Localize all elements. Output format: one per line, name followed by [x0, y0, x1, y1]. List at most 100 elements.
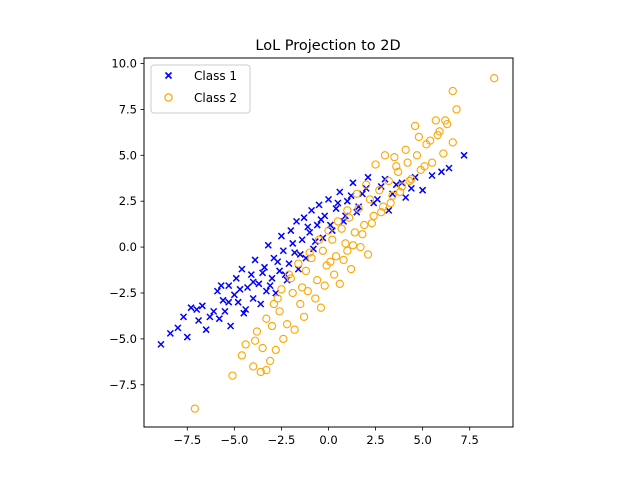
data-point-class-2 — [328, 235, 337, 244]
data-point-class-1 — [251, 256, 259, 264]
data-point-class-1 — [174, 324, 182, 332]
data-point-class-2 — [375, 186, 384, 195]
data-point-class-2 — [331, 252, 341, 261]
data-point-class-2 — [228, 371, 237, 380]
data-point-class-1 — [244, 283, 252, 292]
data-point-class-2 — [378, 202, 388, 211]
legend-marker-class-2 — [164, 93, 173, 102]
data-point-class-2 — [314, 235, 324, 244]
data-point-class-1 — [381, 175, 389, 183]
data-point-class-2 — [290, 325, 299, 334]
data-point-class-1 — [460, 151, 468, 159]
data-point-class-1 — [276, 267, 284, 275]
data-point-class-2 — [360, 220, 369, 230]
data-point-class-2 — [363, 250, 373, 259]
data-point-class-1 — [206, 313, 214, 321]
data-point-class-2 — [269, 299, 279, 309]
data-point-class-2 — [403, 158, 412, 167]
data-point-class-2 — [452, 105, 461, 114]
data-point-class-1 — [240, 309, 248, 317]
data-point-class-1 — [292, 217, 301, 225]
data-point-class-1 — [298, 236, 306, 244]
data-point-class-1 — [306, 228, 314, 236]
data-point-class-1 — [289, 239, 297, 247]
data-point-class-1 — [349, 179, 357, 187]
data-point-class-1 — [274, 258, 282, 266]
data-point-class-1 — [315, 201, 323, 209]
data-point-class-1 — [260, 263, 269, 271]
data-point-class-1 — [210, 307, 218, 315]
x-tick-label: 2.5 — [366, 433, 384, 447]
data-point-class-2 — [420, 162, 429, 171]
y-tick-label: 5.0 — [119, 148, 137, 162]
data-point-class-2 — [346, 264, 356, 274]
data-point-class-2 — [412, 151, 422, 160]
data-point-class-1 — [319, 234, 327, 242]
data-points — [157, 74, 499, 413]
data-point-class-1 — [219, 296, 227, 304]
data-point-class-1 — [262, 287, 270, 295]
data-point-class-2 — [252, 327, 262, 336]
data-point-class-1 — [249, 294, 257, 303]
legend-box — [150, 64, 251, 114]
data-point-class-2 — [392, 162, 401, 171]
data-point-class-1 — [259, 269, 267, 277]
data-point-class-2 — [284, 270, 294, 279]
data-point-class-1 — [355, 203, 363, 211]
data-point-class-2 — [362, 180, 371, 189]
data-point-class-2 — [320, 281, 329, 290]
data-point-class-1 — [225, 282, 233, 290]
data-point-class-1 — [336, 188, 344, 196]
data-point-class-1 — [198, 302, 206, 310]
data-point-class-1 — [304, 223, 312, 231]
data-point-class-2 — [262, 365, 271, 375]
data-point-class-2 — [275, 307, 284, 316]
data-point-class-1 — [193, 305, 201, 314]
x-tick-label: −2.5 — [267, 433, 295, 447]
data-point-class-2 — [441, 116, 450, 125]
data-point-class-1 — [334, 199, 342, 207]
data-point-class-1 — [285, 260, 293, 268]
data-point-class-2 — [326, 257, 335, 266]
y-tick-label: 10.0 — [111, 57, 137, 71]
data-point-class-2 — [343, 206, 352, 215]
data-point-class-1 — [309, 245, 317, 253]
data-point-class-2 — [301, 266, 311, 276]
data-point-class-2 — [386, 198, 395, 208]
data-point-class-2 — [448, 86, 457, 96]
data-point-class-1 — [364, 173, 372, 181]
data-point-class-2 — [250, 336, 260, 345]
data-point-class-1 — [232, 274, 240, 282]
data-point-class-2 — [271, 345, 280, 355]
data-point-class-2 — [299, 312, 309, 322]
legend: Class 1 Class 2 — [150, 64, 251, 114]
data-point-class-1 — [236, 285, 244, 293]
data-point-class-2 — [377, 208, 386, 217]
x-tick-label: 5.0 — [413, 433, 431, 447]
data-point-class-1 — [225, 298, 233, 306]
y-tick-label: −2.5 — [109, 286, 137, 300]
data-point-class-1 — [287, 227, 295, 235]
y-tick-label: 0.0 — [119, 240, 137, 254]
data-point-class-1 — [221, 307, 229, 315]
data-point-class-1 — [227, 322, 235, 330]
data-point-class-2 — [435, 127, 444, 136]
data-point-class-2 — [358, 230, 367, 239]
data-point-class-2 — [369, 211, 378, 221]
data-point-class-2 — [311, 294, 320, 303]
data-point-class-2 — [388, 191, 397, 200]
data-point-class-1 — [308, 206, 316, 214]
data-point-class-2 — [410, 121, 420, 131]
data-point-class-2 — [262, 314, 271, 323]
y-tick-label: −5.0 — [109, 332, 137, 346]
data-point-class-2 — [384, 176, 393, 186]
data-point-class-2 — [282, 320, 292, 329]
data-point-class-1 — [187, 304, 195, 312]
data-point-class-2 — [401, 145, 410, 154]
data-point-class-1 — [437, 168, 445, 176]
x-axis: −7.5 −5.0 −2.5 0.0 2.5 5.0 7.5 — [173, 427, 479, 447]
data-point-class-1 — [247, 271, 255, 279]
data-point-class-2 — [380, 151, 390, 160]
data-point-class-2 — [356, 242, 365, 252]
